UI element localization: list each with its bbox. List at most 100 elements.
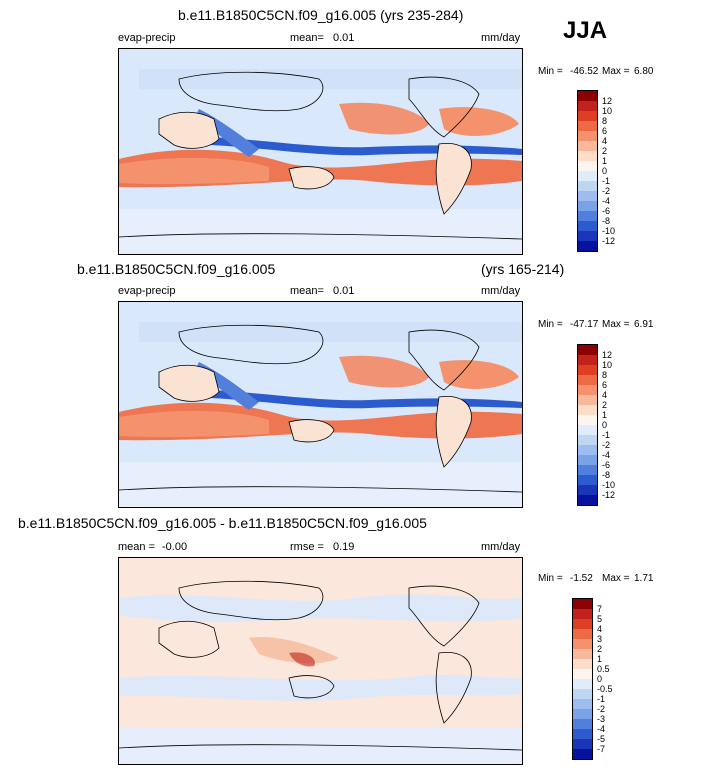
panel1-antarctica-coast	[119, 233, 522, 240]
panel3-north-america	[408, 585, 480, 647]
panel3-colorbar-tick: -7	[597, 744, 606, 754]
panel2-north-america	[408, 329, 480, 391]
panel3-colorbar-swatch	[573, 619, 592, 629]
panel1-northern-storm-track	[139, 69, 522, 89]
panel1-max-label: Max =	[602, 66, 630, 77]
panel1-colorbar-tick: 2	[602, 146, 608, 156]
panel3-negative-band-south	[119, 674, 522, 701]
panel3-colorbar-tick: -5	[597, 734, 606, 744]
panel2-colorbar-swatch	[578, 395, 597, 405]
panel2-africa	[158, 364, 220, 402]
panel3-colorbar-swatch	[573, 719, 592, 729]
panel2-map-plot	[119, 302, 522, 507]
panel2-colorbar-swatch	[578, 345, 597, 355]
season-label: JJA	[563, 17, 608, 44]
panel1-colorbar-swatch	[578, 181, 597, 191]
panel1-colorbar-tick: -10	[602, 226, 616, 236]
panel2-colorbar-tick: 8	[602, 370, 608, 380]
panel2-colorbar-swatch	[578, 355, 597, 365]
panel3-min-value: -1.52	[570, 573, 593, 584]
panel3-colorbar	[572, 598, 593, 760]
panel1-australia	[288, 166, 335, 190]
panel3-min-label: Min =	[538, 573, 563, 584]
panel2-colorbar-tick: -1	[602, 430, 611, 440]
panel1-max-value: 6.80	[634, 66, 654, 77]
panel2-colorbar-tick: 10	[602, 360, 613, 370]
panel1-colorbar-tick: 4	[602, 136, 608, 146]
panel2-colorbar	[577, 344, 598, 506]
panel3-negative-band-north	[119, 594, 522, 623]
panel3-positive-patch-west-pacific	[249, 637, 339, 664]
panel1-mean-value: 0.01	[333, 32, 355, 44]
panel3-colorbar-tick: -0.5	[597, 684, 613, 694]
panel1-title: b.e11.B1850C5CN.f09_g16.005 (yrs 235-284…	[178, 7, 464, 23]
panel3-colorbar-tick: -3	[597, 714, 606, 724]
panel2-colorbar-tick: 2	[602, 400, 608, 410]
panel3-colorbar-tick: -4	[597, 724, 606, 734]
panel1-min-value: -46.52	[570, 66, 599, 77]
panel3-colorbar-tick: -2	[597, 704, 606, 714]
panel1-colorbar-tick: 8	[602, 116, 608, 126]
panel2-colorbar-tick: -4	[602, 450, 611, 460]
panel1-south-america	[435, 142, 472, 215]
panel2-colorbar-tick: -6	[602, 460, 611, 470]
panel3-rmse-label: rmse =	[290, 541, 324, 553]
panel1-colorbar-swatch	[578, 111, 597, 121]
panel2-max-label: Max =	[602, 319, 630, 330]
panel1-colorbar-tick: -1	[602, 176, 611, 186]
panel1-eurasia	[178, 71, 324, 112]
panel3-eurasia	[178, 580, 324, 621]
panel2-south-america	[435, 395, 472, 468]
panel2-min-value: -47.17	[570, 319, 599, 330]
panel3-max-value: 1.71	[634, 573, 654, 584]
panel1-colorbar-swatch	[578, 121, 597, 131]
panel1-colorbar-tick: -2	[602, 186, 611, 196]
panel3-map-plot	[119, 558, 522, 764]
panel2-colorbar-tick: 4	[602, 390, 608, 400]
panel1-north-atlantic-high	[439, 107, 519, 136]
panel2-colorbar-swatch	[578, 435, 597, 445]
panel3-south-america	[435, 651, 472, 724]
panel2-colorbar-swatch	[578, 475, 597, 485]
panel2-north-pacific-high	[339, 355, 429, 388]
panel1-north-america	[408, 76, 480, 138]
panel3-units: mm/day	[481, 541, 521, 553]
panel2-mean-value: 0.01	[333, 285, 355, 297]
panel1-colorbar-tick: -12	[602, 236, 616, 246]
panel1-colorbar-swatch	[578, 151, 597, 161]
panel2-colorbar-tick: 0	[602, 420, 608, 430]
panel3-colorbar-swatch	[573, 669, 592, 679]
panel2-colorbar-tick: 12	[602, 350, 613, 360]
panel2-colorbar-tick: 6	[602, 380, 608, 390]
panel2-colorbar-tick: -8	[602, 470, 611, 480]
panel2-map	[118, 301, 523, 508]
panel2-title: b.e11.B1850C5CN.f09_g16.005	[77, 261, 276, 277]
panel2-colorbar-tick: -2	[602, 440, 611, 450]
panel3-colorbar-tick: 3	[597, 634, 603, 644]
panel1-colorbar-swatch	[578, 221, 597, 231]
panel3-max-label: Max =	[602, 573, 630, 584]
panel2-title-years: (yrs 165-214)	[481, 261, 565, 277]
panel3-title: b.e11.B1850C5CN.f09_g16.005 - b.e11.B185…	[18, 515, 427, 531]
panel3-colorbar-swatch	[573, 679, 592, 689]
panel1-colorbar-swatch	[578, 191, 597, 201]
panel1-colorbar-swatch	[578, 241, 597, 251]
panel1-colorbar-swatch	[578, 211, 597, 221]
panel2-max-value: 6.91	[634, 319, 654, 330]
panel3-colorbar-tick: 0	[597, 674, 603, 684]
panel2-antarctica-coast	[119, 486, 522, 493]
panel2-variable: evap-precip	[118, 285, 176, 297]
panel1-north-pacific-high	[339, 102, 429, 135]
panel2-colorbar-swatch	[578, 375, 597, 385]
panel1-colorbar-tick: 6	[602, 126, 608, 136]
panel3-colorbar-swatch	[573, 749, 592, 759]
panel2-colorbar-tick: 1	[602, 410, 608, 420]
panel1-colorbar-swatch	[578, 161, 597, 171]
panel2-min-label: Min =	[538, 319, 563, 330]
panel3-australia	[288, 675, 335, 699]
panel2-colorbar-swatch	[578, 445, 597, 455]
panel3-antarctica-coast	[119, 744, 522, 751]
panel1-colorbar-tick: 0	[602, 166, 608, 176]
panel1-southern-ocean	[119, 209, 522, 254]
panel1-colorbar-swatch	[578, 131, 597, 141]
